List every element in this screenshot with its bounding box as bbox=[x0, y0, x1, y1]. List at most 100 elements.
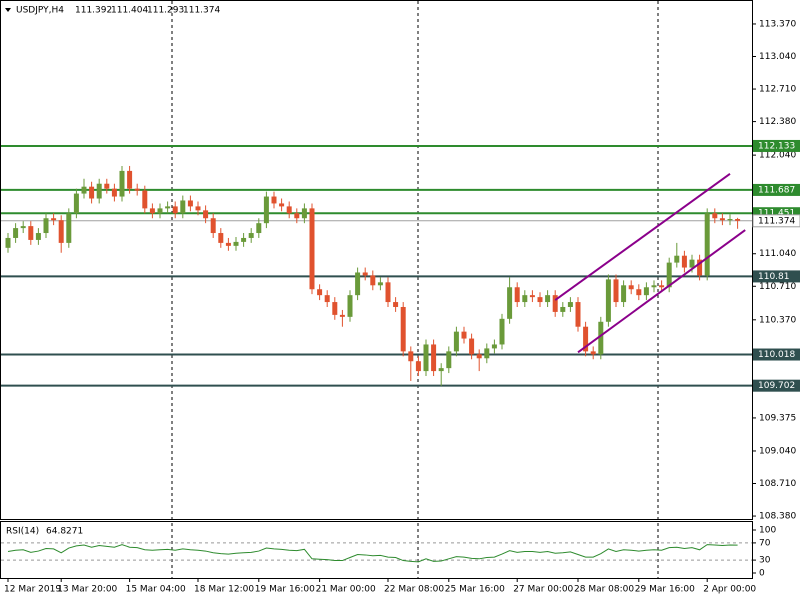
y-tick-label: 109.040 bbox=[759, 446, 796, 456]
y-tick-label: 113.040 bbox=[759, 52, 796, 62]
candle-body bbox=[66, 213, 72, 243]
trendline bbox=[577, 229, 746, 354]
candle-body bbox=[727, 219, 733, 221]
candle-body bbox=[248, 233, 254, 238]
candle-body bbox=[643, 287, 649, 296]
candle-body bbox=[256, 223, 262, 234]
candle-body bbox=[35, 233, 41, 240]
y-tick-label: 111.040 bbox=[759, 249, 796, 259]
x-tick-label: 29 Mar 16:00 bbox=[635, 585, 695, 595]
y-tick-label: 112.710 bbox=[759, 85, 796, 95]
candle-body bbox=[119, 170, 125, 197]
candle-body bbox=[377, 282, 383, 286]
rsi-tick-label: 30 bbox=[759, 556, 771, 566]
candle-body bbox=[621, 285, 627, 303]
candle-body bbox=[681, 255, 687, 268]
candle-body bbox=[605, 279, 611, 322]
y-tick-label: 110.370 bbox=[759, 315, 796, 325]
level-label: 111.451 bbox=[758, 209, 795, 219]
menu-arrow[interactable] bbox=[5, 8, 11, 12]
candle-body bbox=[598, 321, 604, 355]
rsi-value: 64.8271 bbox=[46, 527, 83, 537]
candle-body bbox=[537, 297, 543, 303]
candle-body bbox=[529, 295, 535, 298]
candle-body bbox=[134, 188, 140, 191]
candle-body bbox=[689, 259, 695, 268]
candle-body bbox=[575, 302, 581, 327]
candle-body bbox=[567, 302, 573, 307]
level-label: 109.702 bbox=[758, 381, 795, 391]
candle-body bbox=[51, 218, 57, 221]
level-label-box bbox=[753, 183, 800, 196]
candle-body bbox=[309, 208, 315, 290]
candle-body bbox=[735, 219, 741, 221]
level-label-box bbox=[753, 270, 800, 283]
candle-body bbox=[111, 188, 117, 197]
candle-body bbox=[499, 318, 505, 345]
candle-body bbox=[719, 218, 725, 221]
candle-body bbox=[5, 237, 11, 248]
candle-body bbox=[263, 196, 269, 224]
candle-body bbox=[522, 295, 528, 303]
candle-body bbox=[233, 241, 239, 246]
candle-body bbox=[469, 338, 475, 355]
x-tick-label: 18 Mar 12:00 bbox=[194, 585, 254, 595]
candle-body bbox=[446, 351, 452, 369]
candle-body bbox=[165, 206, 171, 209]
rsi-tick-label: 70 bbox=[759, 538, 771, 548]
candle-body bbox=[613, 279, 619, 303]
open: 111.392 bbox=[75, 6, 112, 16]
level-label: 110.018 bbox=[758, 350, 795, 360]
x-tick-label: 22 Mar 08:00 bbox=[384, 585, 444, 595]
candle-body bbox=[697, 259, 703, 276]
candle-body bbox=[96, 183, 102, 199]
y-tick-label: 110.710 bbox=[759, 282, 796, 292]
price-panel bbox=[0, 0, 753, 520]
level-label-box bbox=[753, 379, 800, 392]
candle-body bbox=[195, 206, 201, 211]
candle-body bbox=[552, 295, 558, 312]
candle-body bbox=[628, 285, 634, 290]
level-label: 112.133 bbox=[758, 141, 795, 151]
price-label: 111.374 bbox=[758, 216, 795, 226]
level-label: 110.81 bbox=[758, 272, 790, 282]
candle-body bbox=[241, 237, 247, 242]
candle-body bbox=[583, 326, 589, 352]
candle-body bbox=[362, 272, 368, 276]
candle-body bbox=[225, 242, 231, 246]
y-tick-label: 108.710 bbox=[759, 479, 796, 489]
candle-body bbox=[218, 233, 224, 243]
low: 111.293 bbox=[147, 6, 184, 16]
x-tick-label: 19 Mar 16:00 bbox=[255, 585, 315, 595]
candle-body bbox=[355, 272, 361, 296]
x-tick-label: 2 Apr 00:00 bbox=[703, 585, 756, 595]
candle-body bbox=[149, 208, 155, 214]
candle-body bbox=[301, 208, 307, 219]
candle-body bbox=[332, 302, 338, 315]
candle-body bbox=[704, 213, 710, 276]
candle-body bbox=[203, 210, 209, 219]
x-tick-label: 25 Mar 16:00 bbox=[445, 585, 505, 595]
x-tick-label: 21 Mar 00:00 bbox=[316, 585, 376, 595]
candle-body bbox=[659, 285, 665, 288]
y-tick-label: 112.040 bbox=[759, 151, 796, 161]
candle-body bbox=[157, 208, 163, 214]
level-label: 111.687 bbox=[758, 185, 795, 195]
candle-body bbox=[666, 262, 672, 288]
candle-body bbox=[347, 295, 353, 317]
candle-body bbox=[651, 285, 657, 288]
candle-body bbox=[636, 289, 642, 296]
candle-body bbox=[370, 275, 376, 286]
candle-body bbox=[13, 228, 19, 238]
candle-body bbox=[545, 295, 551, 303]
candle-body bbox=[28, 226, 34, 240]
period-separators bbox=[171, 1, 659, 578]
y-tick-label: 108.380 bbox=[759, 512, 796, 522]
candle-body bbox=[104, 183, 110, 189]
x-tick-label: 13 Mar 20:00 bbox=[57, 585, 117, 595]
candle-body bbox=[423, 344, 429, 372]
candle-body bbox=[408, 351, 414, 362]
candle-body bbox=[560, 306, 566, 312]
candle-body bbox=[20, 226, 26, 229]
